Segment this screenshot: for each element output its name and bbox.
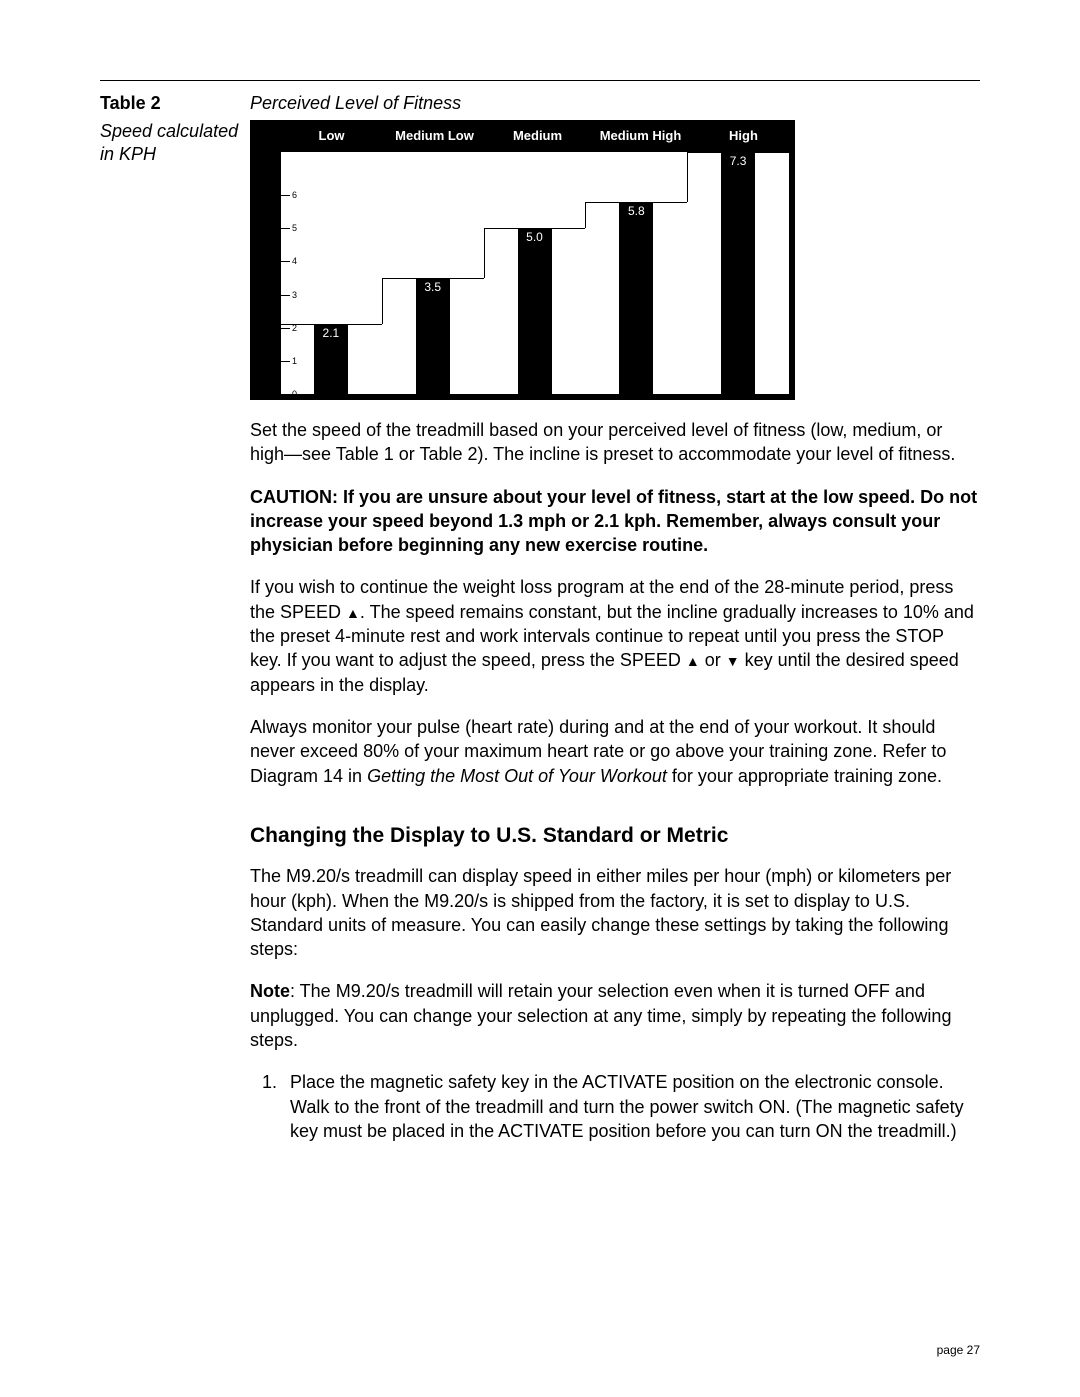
- bar-value-label: 5.8: [619, 204, 653, 218]
- down-triangle-icon: ▼: [726, 653, 740, 669]
- y-tick-label: 1: [292, 356, 297, 366]
- y-axis-line: [280, 152, 281, 394]
- bar-value-label: 7.3: [721, 154, 755, 168]
- table-title: Perceived Level of Fitness: [250, 93, 461, 113]
- chart-bar: 3.5: [416, 278, 450, 394]
- bar-value-label: 5.0: [518, 230, 552, 244]
- paragraph: The M9.20/s treadmill can display speed …: [250, 864, 980, 961]
- chart-category-row: Low Medium Low Medium Medium High High: [280, 120, 795, 152]
- table-header-row: Table 2 Perceived Level of Fitness: [100, 93, 980, 114]
- step-line: [687, 152, 688, 202]
- page-number: page 27: [937, 1343, 980, 1357]
- category-label: Medium: [486, 120, 589, 152]
- chart-bar: 5.8: [619, 202, 653, 394]
- top-rule: [100, 80, 980, 81]
- category-label: Medium High: [589, 120, 692, 152]
- chart-bar: 2.1: [314, 324, 348, 394]
- paragraph: Set the speed of the treadmill based on …: [250, 418, 980, 467]
- fitness-chart: Speed in kilometers per hour Low Medium …: [250, 120, 795, 400]
- chart-row: Speed calculated in KPH Speed in kilomet…: [100, 120, 980, 400]
- chart-bar: 7.3: [721, 152, 755, 394]
- paragraph: Always monitor your pulse (heart rate) d…: [250, 715, 980, 788]
- body-text: Set the speed of the treadmill based on …: [250, 418, 980, 1143]
- table-subcaption: Speed calculated in KPH: [100, 120, 250, 167]
- y-tick: [280, 361, 290, 362]
- bar-value-label: 3.5: [416, 280, 450, 294]
- y-tick: [280, 328, 290, 329]
- italic-reference: Getting the Most Out of Your Workout: [367, 766, 667, 786]
- y-tick-label: 0: [292, 389, 297, 399]
- paragraph: If you wish to continue the weight loss …: [250, 575, 980, 696]
- up-triangle-icon: ▲: [346, 605, 360, 621]
- up-triangle-icon: ▲: [686, 653, 700, 669]
- y-tick-label: 5: [292, 223, 297, 233]
- step-line: [585, 202, 586, 229]
- y-tick-label: 4: [292, 256, 297, 266]
- note-label: Note: [250, 981, 290, 1001]
- steps-list: Place the magnetic safety key in the ACT…: [272, 1070, 980, 1143]
- bar-value-label: 2.1: [314, 326, 348, 340]
- y-tick-label: 3: [292, 290, 297, 300]
- step-item: Place the magnetic safety key in the ACT…: [282, 1070, 980, 1143]
- note-paragraph: Note: The M9.20/s treadmill will retain …: [250, 979, 980, 1052]
- category-label: Medium Low: [383, 120, 486, 152]
- y-tick: [280, 261, 290, 262]
- caution-paragraph: CAUTION: If you are unsure about your le…: [250, 485, 980, 558]
- chart-plot-area: 01234562.13.55.05.87.3: [280, 152, 789, 394]
- step-line: [382, 278, 383, 324]
- category-label: High: [692, 120, 795, 152]
- y-tick: [280, 228, 290, 229]
- y-tick: [280, 295, 290, 296]
- y-tick-label: 6: [292, 190, 297, 200]
- y-tick: [280, 394, 290, 395]
- y-tick: [280, 195, 290, 196]
- table-number: Table 2: [100, 93, 161, 113]
- section-heading: Changing the Display to U.S. Standard or…: [250, 822, 980, 850]
- step-line: [484, 228, 485, 278]
- category-label: Low: [280, 120, 383, 152]
- chart-bar: 5.0: [518, 228, 552, 394]
